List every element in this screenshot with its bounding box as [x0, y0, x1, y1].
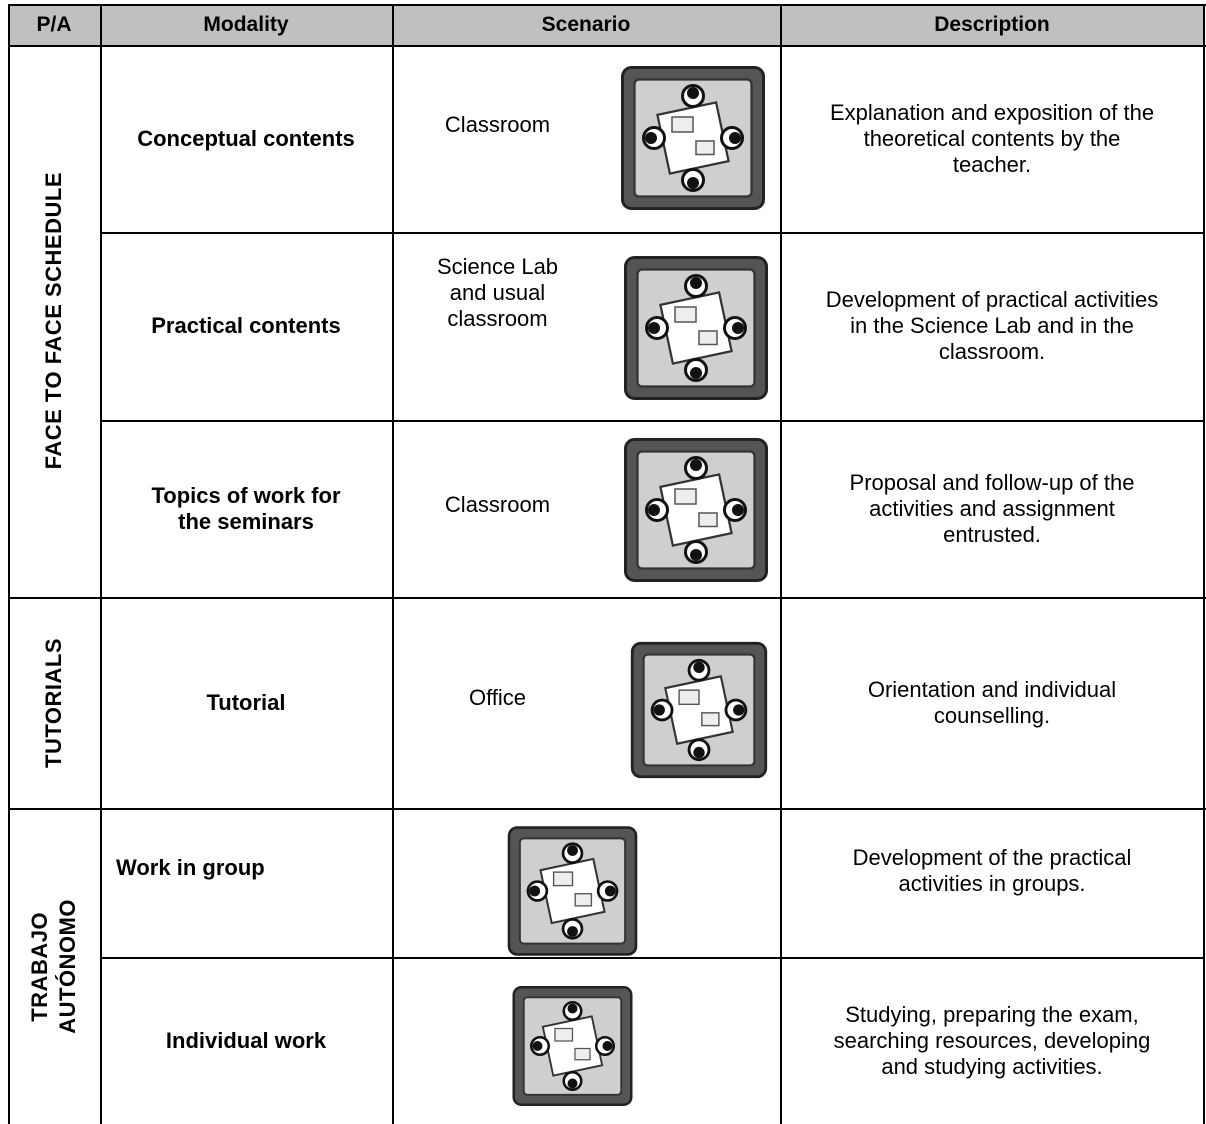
group-label-line: AUTÓNOMO: [55, 898, 80, 1034]
group-cell: TRABAJO AUTÓNOMO: [8, 808, 100, 1124]
scenario-line: and usual: [449, 279, 546, 305]
modality-line: Individual work: [165, 1027, 327, 1053]
description-line: searching resources, developing: [833, 1027, 1151, 1053]
grid-line: [8, 4, 1206, 6]
scenario-cell: Office: [400, 672, 595, 724]
grid-line: [100, 4, 102, 1124]
illustration: [510, 982, 635, 1110]
description-line: classroom.: [938, 339, 1046, 364]
scenario-line: classroom: [447, 305, 548, 331]
grid-line: [392, 4, 394, 1124]
description-line: Development of practical activities: [825, 287, 1159, 312]
modality-cell: Conceptual contents: [102, 45, 390, 232]
description-line: Explanation and exposition of the: [829, 99, 1155, 125]
grid-line: [100, 232, 1204, 234]
header-cell: Scenario: [541, 13, 631, 36]
scenario-line: Office: [468, 685, 527, 710]
description-cell: Development of the practical activities i…: [782, 796, 1202, 945]
modality-cell: Individual work: [102, 957, 390, 1124]
description-line: Proposal and follow-up of the: [849, 469, 1135, 495]
description-line: theoretical contents by the: [863, 125, 1121, 151]
modality-line: Topics of work for: [151, 482, 341, 508]
group-label-line: TRABAJO: [27, 911, 52, 1021]
header-cell: P/A: [36, 13, 72, 36]
grid-line: [8, 45, 1206, 47]
header-cell: Description: [934, 13, 1050, 36]
description-line: activities in groups.: [898, 870, 1086, 896]
modality-line: Conceptual contents: [137, 125, 355, 151]
illustration: [628, 630, 770, 790]
illustration: [505, 822, 640, 960]
modality-cell: Practical contents: [102, 232, 390, 420]
scenario-line: Science Lab: [436, 253, 559, 279]
grid-line: [8, 808, 1206, 810]
modality-line: Work in group: [116, 854, 265, 880]
description-cell: Proposal and follow-up of the activities …: [782, 420, 1202, 597]
modality-cell: Tutorial: [102, 597, 390, 808]
group-cell: TUTORIALS: [8, 597, 100, 808]
illustration: [620, 253, 772, 403]
group-label: TUTORIALS: [40, 638, 68, 768]
grid-line: [8, 4, 10, 1124]
illustration: [606, 63, 780, 213]
group-cell: FACE TO FACE SCHEDULE: [8, 45, 100, 597]
scenario-line: Classroom: [444, 492, 551, 517]
group-label-line: TUTORIALS: [41, 637, 66, 768]
group-label: TRABAJO AUTÓNOMO: [26, 899, 82, 1034]
grid-line: [100, 420, 1204, 422]
modality-line: the seminars: [178, 508, 314, 534]
description-cell: Explanation and exposition of the theoret…: [782, 45, 1202, 232]
grid-line: [1203, 4, 1205, 1124]
description-line: counselling.: [933, 702, 1051, 728]
description-line: and studying activities.: [881, 1053, 1103, 1079]
description-line: Studying, preparing the exam,: [845, 1001, 1139, 1027]
description-cell: Studying, preparing the exam, searching r…: [782, 957, 1202, 1124]
description-line: in the Science Lab and in the: [850, 313, 1134, 338]
group-label-line: FACE TO FACE SCHEDULE: [41, 172, 66, 470]
description-line: Development of the practical: [852, 844, 1132, 870]
modality-line: Practical contents: [151, 313, 341, 338]
modality-line: Tutorial: [206, 689, 286, 715]
scenario-line: Classroom: [444, 112, 551, 137]
description-cell: Development of practical activities in th…: [782, 232, 1202, 420]
grid-line: [780, 4, 782, 1124]
description-line: teacher.: [952, 151, 1032, 177]
group-label: FACE TO FACE SCHEDULE: [40, 172, 68, 469]
description-line: Orientation and individual: [867, 676, 1117, 702]
modality-cell: Work in group: [116, 808, 386, 927]
description-cell: Orientation and individual counselling.: [782, 597, 1202, 808]
scenario-cell: Classroom: [400, 100, 595, 150]
header-background: [8, 4, 1204, 45]
modality-cell: Topics of work for the seminars: [102, 420, 390, 597]
header-cell: Modality: [203, 13, 289, 36]
scenario-cell: Classroom: [400, 480, 595, 530]
description-line: entrusted.: [943, 521, 1041, 547]
grid-line: [8, 597, 1206, 599]
scenario-cell: Science Lab and usual classroom: [400, 245, 595, 340]
illustration: [620, 435, 772, 585]
description-line: activities and assignment: [869, 495, 1115, 521]
grid-line: [100, 957, 1204, 959]
